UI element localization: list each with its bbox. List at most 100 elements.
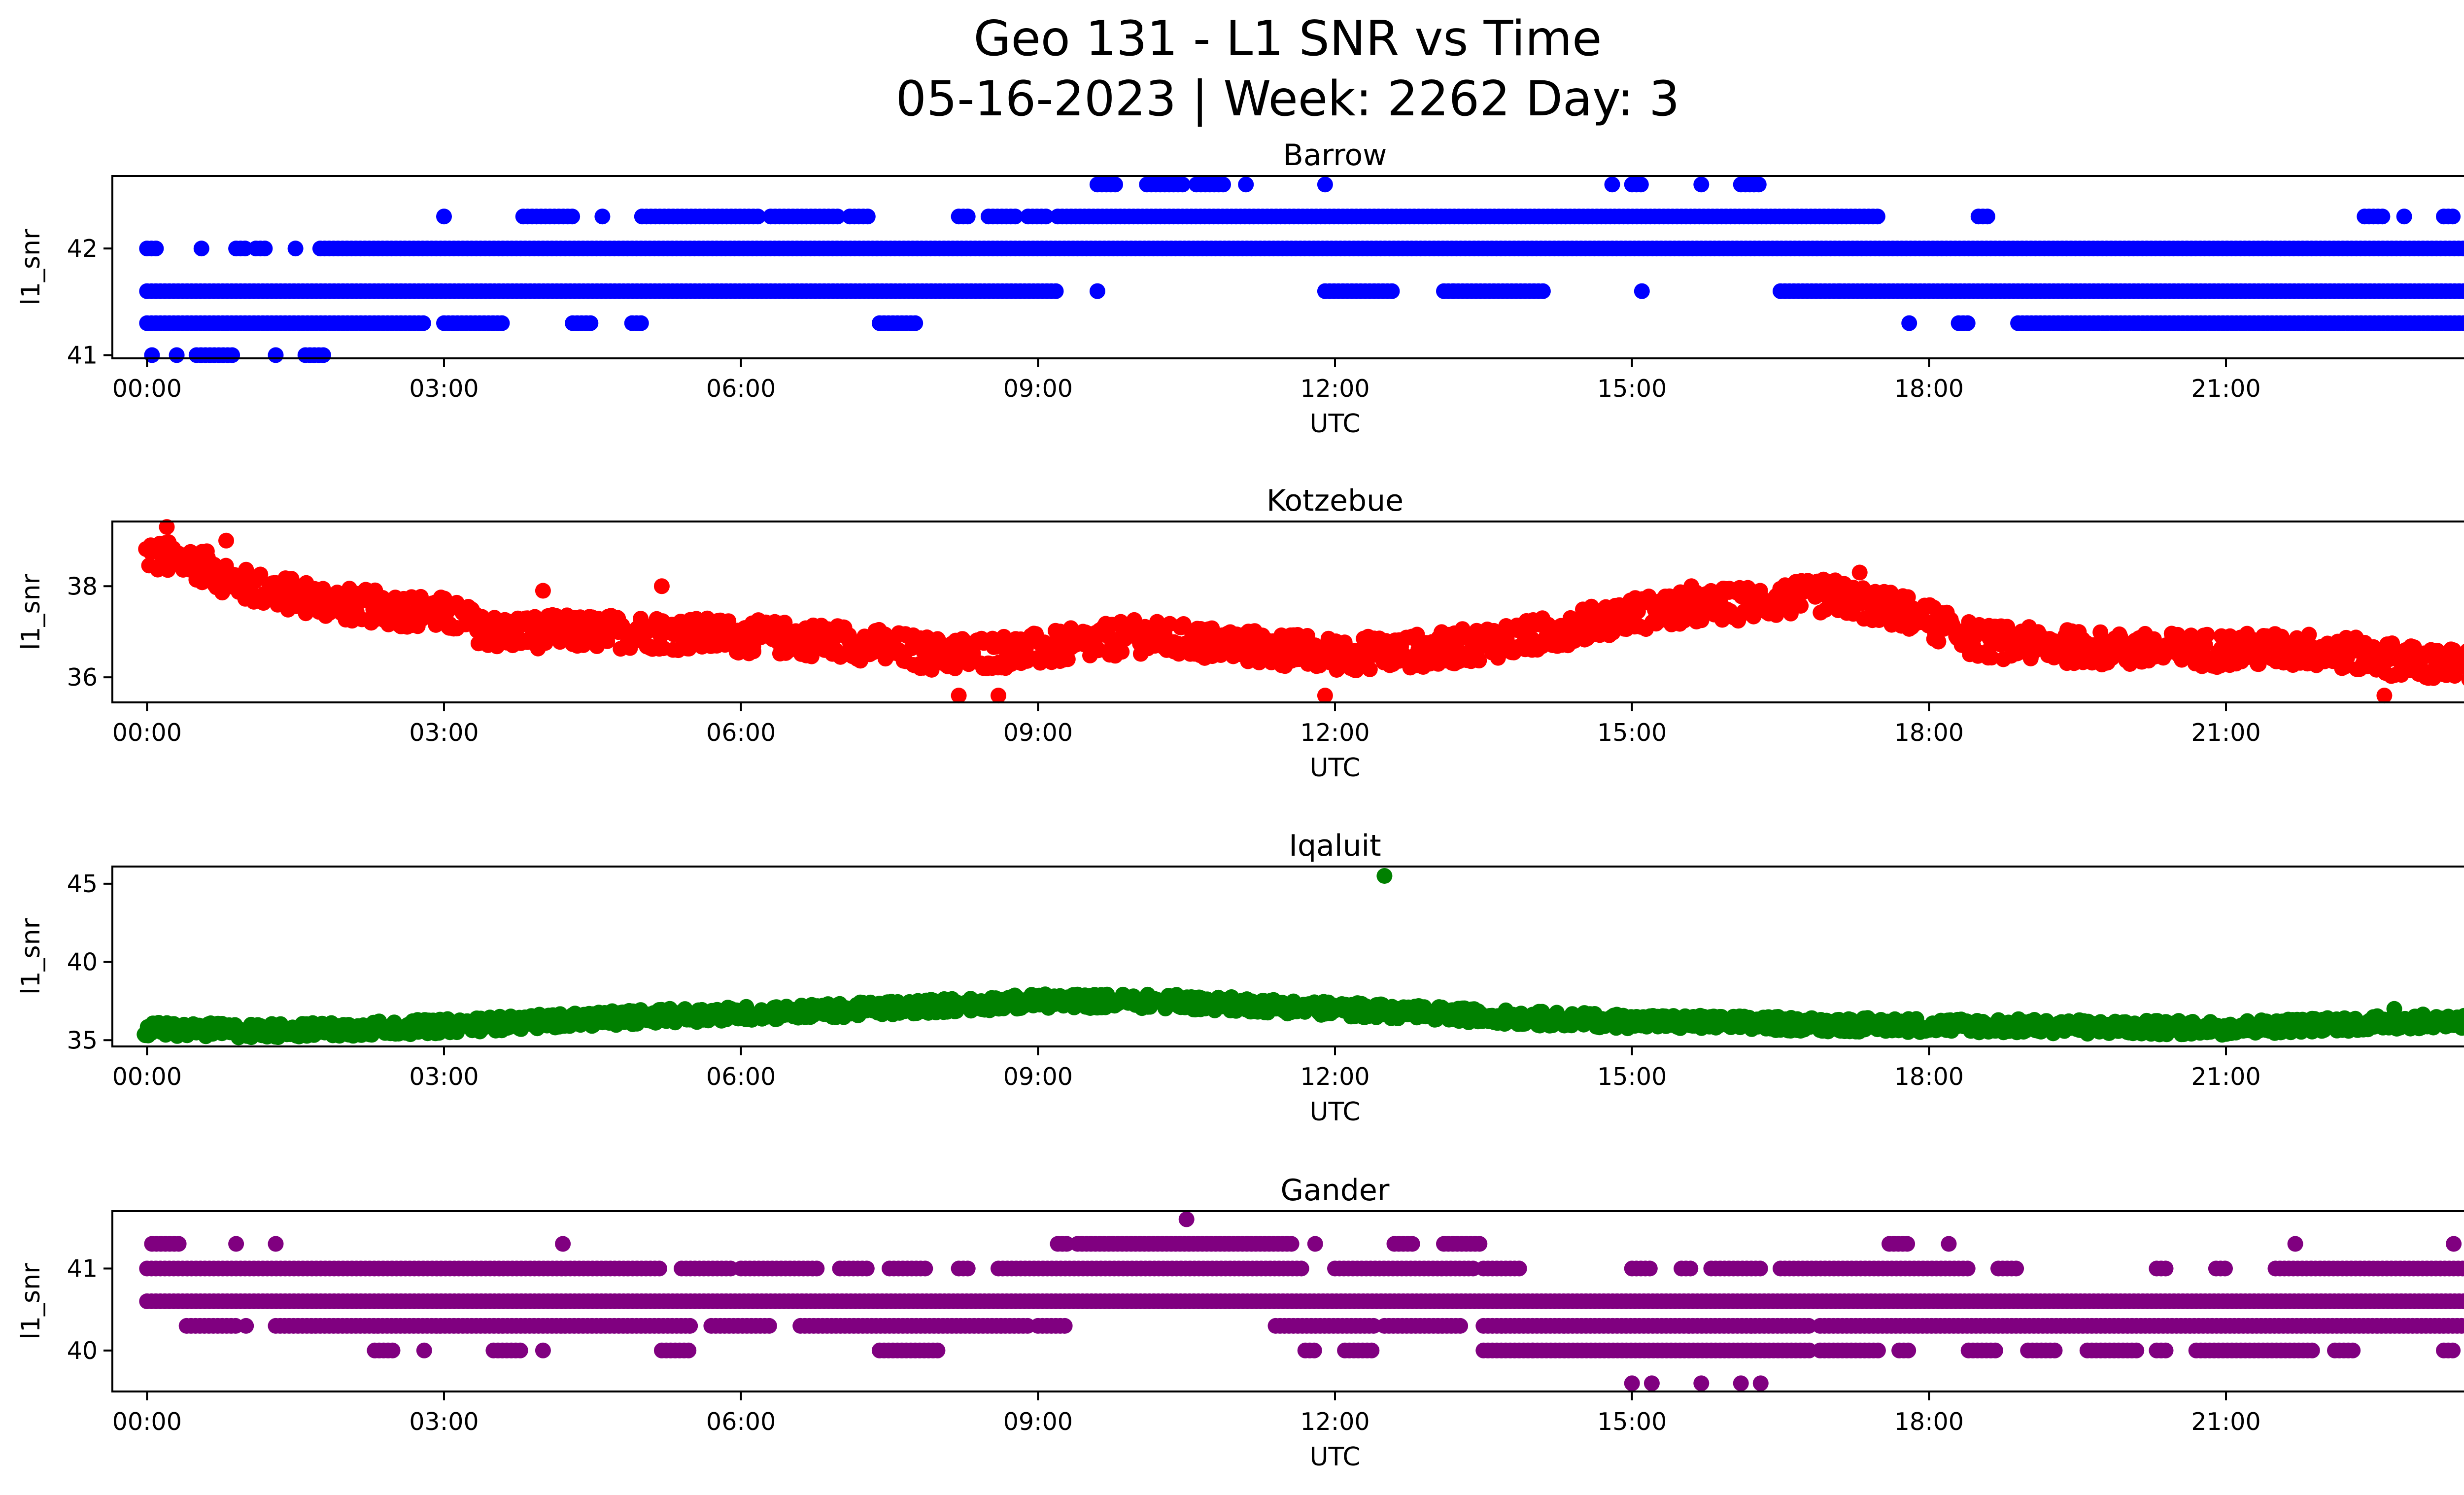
data-point (1384, 283, 1400, 299)
data-point (169, 347, 185, 363)
data-point (1999, 619, 2015, 635)
data-point (2461, 673, 2464, 686)
data-point (494, 315, 510, 331)
data-point (252, 566, 269, 583)
x-tick-label: 21:00 (2191, 375, 2260, 403)
data-point (224, 347, 240, 363)
data-point (1089, 283, 1105, 299)
data-point (1007, 209, 1024, 225)
y-axis-label: l1_snr (16, 229, 46, 306)
data-point (1959, 315, 1976, 331)
data-point (1984, 650, 2000, 666)
data-point (315, 347, 331, 363)
subplot-title: Iqaluit (1289, 829, 1381, 863)
data-point (2445, 209, 2461, 225)
data-point (2396, 209, 2412, 225)
data-point (1362, 661, 1378, 677)
data-point (1930, 633, 1947, 650)
data-point (1535, 283, 1551, 299)
data-point (1471, 653, 1487, 669)
data-point (1317, 688, 1333, 704)
x-tick-label: 03:00 (409, 719, 479, 747)
data-point (1114, 644, 1130, 660)
x-tick-label: 06:00 (706, 719, 776, 747)
y-axis-label: l1_snr (16, 573, 46, 650)
data-point (1851, 564, 1868, 581)
y-tick-label: 36 (67, 663, 98, 692)
data-point (991, 688, 1006, 704)
data-point (582, 315, 599, 331)
y-tick-label: 42 (67, 235, 98, 263)
data-point (1693, 176, 1710, 193)
data-point (564, 209, 581, 225)
data-point (599, 633, 616, 649)
data-point (1732, 608, 1748, 624)
data-point (148, 241, 164, 257)
data-point (1634, 283, 1650, 299)
x-tick-label: 00:00 (112, 375, 182, 403)
data-point (257, 241, 273, 257)
x-tick-label: 15:00 (1597, 375, 1667, 403)
x-tick-label: 18:00 (1894, 719, 1964, 747)
x-tick-label: 03:00 (409, 375, 479, 403)
data-point (535, 583, 551, 599)
x-tick-label: 12:00 (1300, 375, 1369, 403)
y-tick-label: 41 (67, 342, 98, 370)
data-point (774, 615, 790, 631)
data-point (741, 645, 757, 661)
data-point (2374, 209, 2391, 225)
data-point (633, 315, 649, 331)
x-tick-label: 18:00 (1894, 375, 1964, 403)
data-point (951, 688, 967, 704)
x-tick-label: 06:00 (706, 375, 776, 403)
data-point (859, 209, 876, 225)
data-point (907, 315, 924, 331)
data-point (218, 532, 234, 549)
x-axis-label: UTC (1309, 753, 1360, 783)
data-point (436, 209, 452, 225)
data-point (287, 241, 304, 257)
data-point (1038, 209, 1054, 225)
x-tick-label: 09:00 (1003, 719, 1073, 747)
data-point (2195, 627, 2212, 644)
x-tick-label: 15:00 (1597, 719, 1667, 747)
data-point (1688, 614, 1705, 629)
data-point (1174, 176, 1191, 193)
data-point (268, 347, 284, 363)
data-point (1793, 598, 1809, 614)
data-point (2301, 626, 2317, 643)
data-point (594, 209, 611, 225)
data-point (840, 628, 856, 645)
data-point (829, 209, 846, 225)
data-point (2456, 315, 2464, 331)
data-point (199, 543, 215, 559)
x-tick-label: 00:00 (112, 719, 182, 747)
data-points (137, 868, 2464, 1045)
page-title-line-1: Geo 131 - L1 SNR vs Time (973, 11, 1602, 67)
data-points (138, 519, 2464, 704)
data-point (415, 315, 431, 331)
data-point (1604, 176, 1620, 193)
x-tick-label: 21:00 (2191, 719, 2260, 747)
page-title-line-2: 05-16-2023 | Week: 2262 Day: 3 (895, 71, 1680, 127)
data-point (1745, 608, 1762, 625)
data-point (1901, 315, 1917, 331)
data-point (412, 589, 429, 605)
data-point (1107, 176, 1123, 193)
x-axis-label: UTC (1309, 409, 1360, 439)
subplot-title: Kotzebue (1266, 484, 1403, 518)
data-point (1633, 176, 1649, 193)
y-tick-label: 38 (67, 572, 98, 600)
data-point (1238, 176, 1254, 193)
data-point (1683, 578, 1700, 594)
data-point (959, 209, 976, 225)
data-point (2460, 241, 2464, 256)
data-point (159, 519, 175, 535)
data-point (237, 241, 253, 257)
data-point (653, 578, 670, 594)
data-point (1869, 209, 1885, 225)
data-point (2376, 688, 2393, 704)
